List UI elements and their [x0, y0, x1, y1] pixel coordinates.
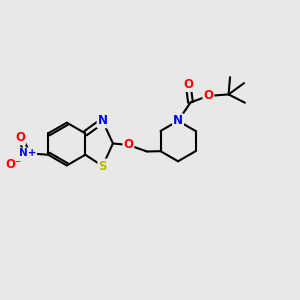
Text: O⁻: O⁻	[5, 158, 21, 171]
Text: O: O	[123, 138, 134, 152]
Text: N+: N+	[19, 148, 36, 158]
Text: S: S	[98, 160, 107, 172]
Text: O: O	[15, 131, 25, 144]
Text: N: N	[98, 114, 107, 128]
Text: N: N	[173, 114, 183, 128]
Text: O: O	[183, 78, 193, 91]
Text: O: O	[203, 89, 213, 102]
